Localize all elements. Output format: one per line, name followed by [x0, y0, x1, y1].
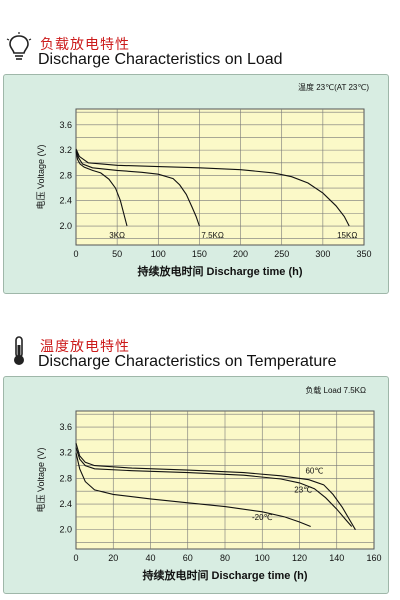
- series-label: -20℃: [252, 513, 273, 522]
- chart-panel: 0 50 100 150 200 250 300 350 2.0 2.4 2.8 3.2 3.6 电压 V…: [3, 74, 389, 294]
- y-axis-label: 电压 Voltage (V): [35, 447, 46, 512]
- y-tick-label: 3.2: [59, 145, 72, 155]
- x-tick-label: 100: [255, 553, 270, 563]
- x-axis-label: 持续放电时间 Discharge time (h): [137, 264, 302, 278]
- series-line: [75, 447, 353, 527]
- x-tick-label: 60: [183, 553, 193, 563]
- y-axis-label: 电压 Voltage (V): [35, 144, 46, 209]
- y-tick-label: 2.0: [59, 221, 72, 231]
- series-line: [75, 151, 128, 227]
- x-tick-label: 300: [315, 249, 330, 259]
- y-tick-label: 2.4: [59, 196, 72, 206]
- lightbulb-icon: [6, 32, 32, 60]
- x-tick-label: 250: [274, 249, 289, 259]
- chart-annotation: 负载 Load 7.5KΩ: [305, 385, 366, 395]
- y-tick-label: 2.8: [59, 473, 72, 483]
- y-tick-label: 2.0: [59, 525, 72, 535]
- x-tick-label: 0: [73, 553, 78, 563]
- section-title-zh: 负载放电特性: [40, 36, 130, 52]
- plot-area: [75, 108, 365, 246]
- x-tick-label: 100: [151, 249, 166, 259]
- x-tick-label: 0: [73, 249, 78, 259]
- section-title-en: Discharge Characteristics on Load: [38, 51, 283, 68]
- series-label: 60℃: [305, 467, 323, 476]
- series-line: [75, 149, 200, 227]
- load-discharge-chart: 0 50 100 150 200 250 300 350 2.0 2.4 2.8 3.2 3.6 电压 V…: [35, 82, 372, 278]
- series-line: [75, 148, 350, 227]
- x-tick-label: 120: [292, 553, 307, 563]
- y-tick-label: 3.6: [59, 422, 72, 432]
- x-tick-label: 40: [145, 553, 155, 563]
- series-label: 7.5KΩ: [201, 231, 223, 240]
- series-line: [75, 452, 311, 528]
- y-tick-label: 2.4: [59, 499, 72, 509]
- chart-panel: 0 20 40 60 80 100 120 140 160 2.0 2.4 2.8 3.2 3.6 电压 V…: [3, 376, 389, 594]
- x-tick-label: 160: [366, 553, 381, 563]
- x-tick-label: 350: [356, 249, 371, 259]
- section-title-en: Discharge Characteristics on Temperature: [38, 353, 337, 370]
- load-discharge-section: 负载放电特性 Discharge Characteristics on Load…: [3, 32, 389, 294]
- series-label: 15KΩ: [337, 231, 357, 240]
- series-line: [75, 442, 356, 530]
- section-title-zh: 温度放电特性: [40, 338, 130, 354]
- chart-annotation: 温度 23℃(AT 23℃): [298, 82, 369, 92]
- temperature-discharge-chart: 0 20 40 60 80 100 120 140 160 2.0 2.4 2.8 3.2 3.6 电压 V…: [35, 385, 382, 582]
- x-tick-label: 20: [108, 553, 118, 563]
- y-tick-label: 2.8: [59, 170, 72, 180]
- y-tick-label: 3.6: [59, 120, 72, 130]
- x-tick-label: 200: [233, 249, 248, 259]
- x-tick-label: 50: [112, 249, 122, 259]
- series-label: 23℃: [294, 485, 312, 494]
- y-tick-label: 3.2: [59, 448, 72, 458]
- thermometer-icon: [14, 336, 24, 365]
- temperature-discharge-section: 温度放电特性 Discharge Characteristics on Temp…: [0, 330, 400, 600]
- x-axis-label: 持续放电时间 Discharge time (h): [142, 568, 307, 582]
- x-tick-label: 150: [192, 249, 207, 259]
- x-tick-label: 80: [220, 553, 230, 563]
- series-label: 3KΩ: [109, 231, 125, 240]
- x-tick-label: 140: [329, 553, 344, 563]
